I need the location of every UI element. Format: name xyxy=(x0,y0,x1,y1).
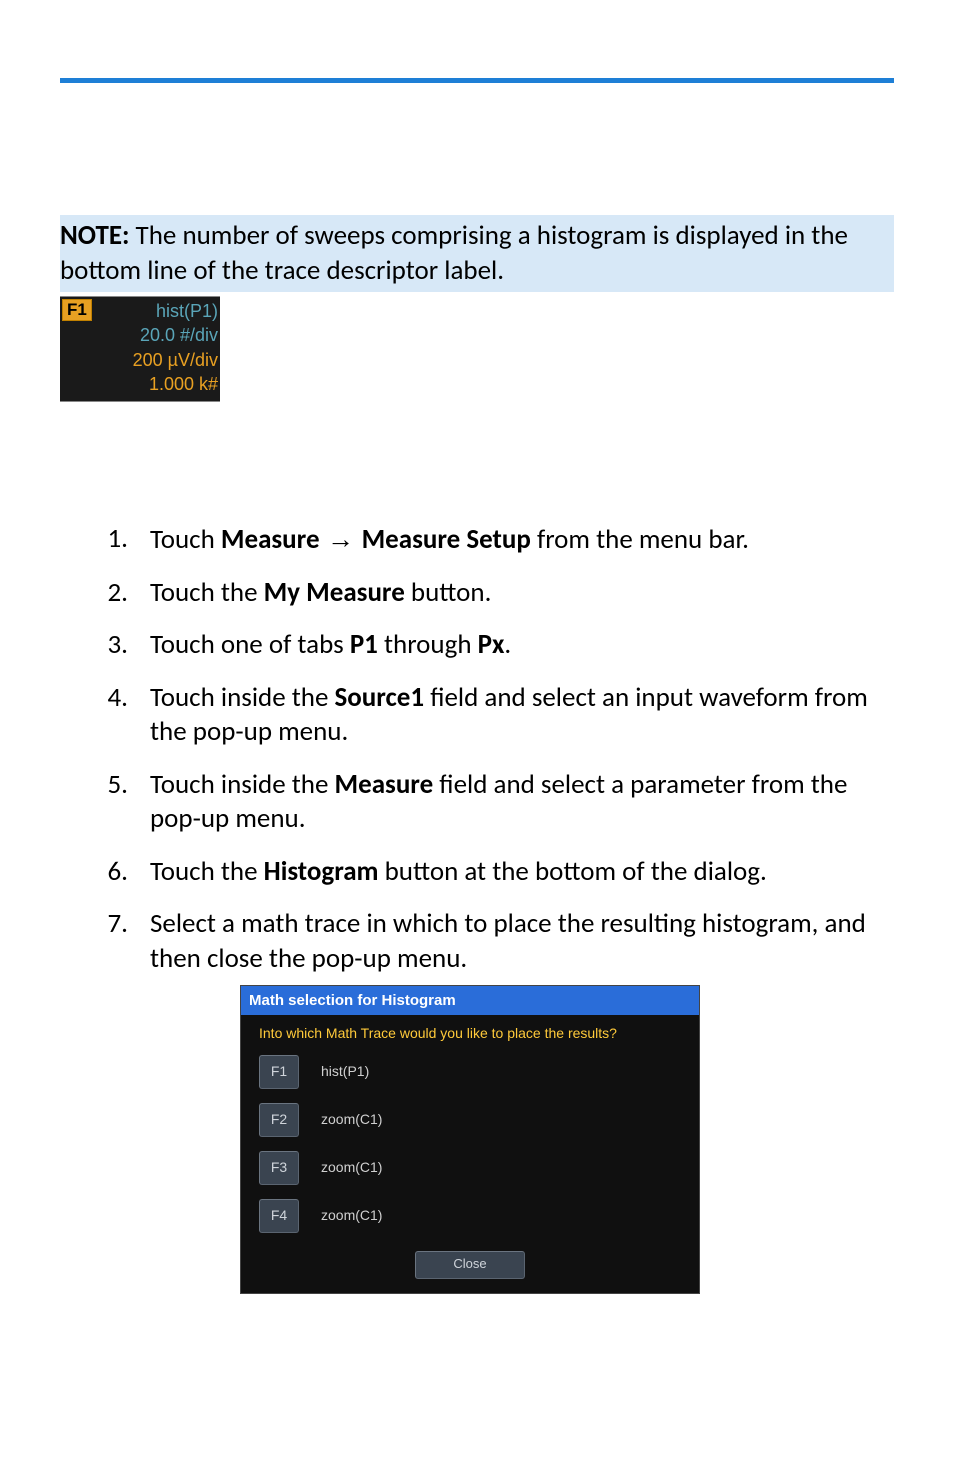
step-7: Select a math trace in which to place th… xyxy=(118,907,894,1293)
trace-line-4: 1.000 k# xyxy=(133,372,218,396)
note-text: NOTE: The number of sweeps comprising a … xyxy=(60,219,888,288)
step-6: Touch the Histogram button at the bottom… xyxy=(118,855,894,890)
step-3: Touch one of tabs P1 through Px. xyxy=(118,628,894,663)
step-bold: P1 xyxy=(350,628,378,661)
step-bold: Px xyxy=(478,628,505,661)
step-text: Select a math trace in which to place th… xyxy=(150,907,866,975)
trace-badge: F1 xyxy=(62,299,92,321)
step-2: Touch the My Measure button. xyxy=(118,576,894,611)
step-text: Touch xyxy=(150,523,221,556)
f3-button[interactable]: F3 xyxy=(259,1151,299,1185)
trace-line-3: 200 µV/div xyxy=(133,348,218,372)
arrow-icon: → xyxy=(320,524,362,554)
step-1: Touch Measure → Measure Setup from the m… xyxy=(118,522,894,558)
step-text: Touch the xyxy=(150,855,264,888)
note-callout: NOTE: The number of sweeps comprising a … xyxy=(60,215,894,292)
trace-line-1: hist(P1) xyxy=(133,299,218,323)
note-label: NOTE: xyxy=(60,219,129,252)
step-text: from the menu bar. xyxy=(531,523,749,556)
step-text: . xyxy=(504,628,511,661)
header-rule xyxy=(60,78,894,83)
dialog-row-f2: F2 zoom(C1) xyxy=(259,1103,681,1137)
f2-button[interactable]: F2 xyxy=(259,1103,299,1137)
dialog-title: Math selection for Histogram xyxy=(241,986,699,1015)
dialog-row-f3: F3 zoom(C1) xyxy=(259,1151,681,1185)
step-bold: My Measure xyxy=(264,576,405,609)
dialog-body: Into which Math Trace would you like to … xyxy=(241,1015,699,1293)
trace-line-2: 20.0 #/div xyxy=(133,323,218,347)
dialog-row-f4: F4 zoom(C1) xyxy=(259,1199,681,1233)
step-bold: Measure xyxy=(221,523,320,556)
f2-label: zoom(C1) xyxy=(321,1111,382,1129)
step-bold: Measure xyxy=(335,768,434,801)
step-text: Touch one of tabs xyxy=(150,628,350,661)
step-text: Touch inside the xyxy=(150,768,335,801)
f1-button[interactable]: F1 xyxy=(259,1055,299,1089)
steps-list: Touch Measure → Measure Setup from the m… xyxy=(60,522,894,1294)
close-button[interactable]: Close xyxy=(415,1251,525,1279)
step-bold: Histogram xyxy=(264,855,379,888)
step-5: Touch inside the Measure field and selec… xyxy=(118,768,894,837)
dialog-close-row: Close xyxy=(259,1247,681,1279)
step-bold: Source1 xyxy=(335,681,425,714)
step-text: Touch inside the xyxy=(150,681,335,714)
f1-label: hist(P1) xyxy=(321,1063,369,1081)
step-4: Touch inside the Source1 field and selec… xyxy=(118,681,894,750)
note-body: The number of sweeps comprising a histog… xyxy=(60,219,848,287)
f4-label: zoom(C1) xyxy=(321,1207,382,1225)
f3-label: zoom(C1) xyxy=(321,1159,382,1177)
step-text: button at the bottom of the dialog. xyxy=(379,855,767,888)
trace-descriptor-label: F1 hist(P1) 20.0 #/div 200 µV/div 1.000 … xyxy=(60,296,220,402)
f4-button[interactable]: F4 xyxy=(259,1199,299,1233)
math-selection-dialog: Math selection for Histogram Into which … xyxy=(240,985,700,1294)
step-text: through xyxy=(378,628,478,661)
page-content: NOTE: The number of sweeps comprising a … xyxy=(60,215,894,1312)
dialog-prompt: Into which Math Trace would you like to … xyxy=(259,1025,681,1043)
step-text: button. xyxy=(405,576,492,609)
dialog-row-f1: F1 hist(P1) xyxy=(259,1055,681,1089)
trace-readout: hist(P1) 20.0 #/div 200 µV/div 1.000 k# xyxy=(133,299,218,396)
step-text: Touch the xyxy=(150,576,264,609)
step-bold: Measure Setup xyxy=(362,523,531,556)
